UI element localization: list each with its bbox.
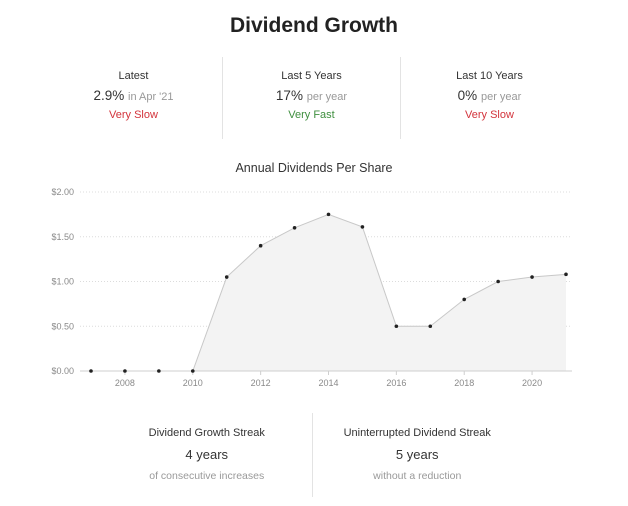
- streak-uninterrupted: Uninterrupted Dividend Streak 5 years wi…: [311, 413, 523, 497]
- x-tick-label: 2012: [251, 378, 271, 388]
- data-point: [292, 226, 297, 230]
- streak-label: Dividend Growth Streak: [148, 427, 265, 439]
- streak-label: Uninterrupted Dividend Streak: [343, 427, 491, 439]
- stat-label: Latest: [118, 70, 149, 82]
- data-point: [89, 369, 93, 373]
- streak-sub: of consecutive increases: [149, 470, 265, 482]
- data-point: [224, 275, 229, 279]
- x-tick-label: 2016: [386, 378, 406, 388]
- stat-value: 17%: [275, 88, 303, 103]
- data-point: [157, 369, 161, 373]
- x-tick-label: 2014: [318, 378, 338, 388]
- growth-stats: Latest 2.9% in Apr '21 Very Slow Last 5 …: [45, 57, 578, 139]
- streak-stats: Dividend Growth Streak 4 years of consec…: [102, 413, 522, 497]
- stat-latest: Latest 2.9% in Apr '21 Very Slow: [45, 57, 222, 139]
- x-tick-label: 2018: [454, 378, 474, 388]
- streak-value: 5 years: [395, 447, 439, 462]
- stat-label: Last 10 Years: [456, 70, 523, 82]
- stat-last-5-years: Last 5 Years 17% per year Very Fast: [222, 57, 400, 139]
- stat-value: 2.9%: [93, 88, 125, 103]
- stat-suffix: per year: [306, 91, 348, 103]
- data-point: [530, 275, 534, 279]
- series-area: [91, 214, 566, 371]
- streak-growth: Dividend Growth Streak 4 years of consec…: [102, 413, 312, 497]
- y-tick-label: $0.00: [51, 366, 74, 376]
- chart-area-layer: [91, 213, 567, 372]
- dividends-chart: $0.00 $0.50 $1.00 $1.50 $2.00 2008 2010 2012 201…: [51, 187, 572, 388]
- y-tick-label: $1.00: [51, 277, 74, 287]
- data-point: [564, 272, 568, 277]
- data-point: [190, 369, 195, 373]
- stat-rating: Very Slow: [465, 109, 514, 121]
- data-point: [326, 212, 331, 217]
- chart-title: Annual Dividends Per Share: [235, 161, 393, 175]
- x-tick-label: 2020: [522, 378, 542, 388]
- stat-label: Last 5 Years: [281, 70, 342, 82]
- data-point: [462, 297, 467, 302]
- streak-sub: without a reduction: [373, 470, 462, 482]
- page-title: Dividend Growth: [230, 14, 398, 37]
- stat-last-10-years: Last 10 Years 0% per year Very Slow: [400, 57, 578, 139]
- data-point: [123, 369, 127, 373]
- stat-suffix: per year: [480, 91, 522, 103]
- data-point: [258, 243, 263, 248]
- streak-value: 4 years: [185, 447, 229, 462]
- stat-rating: Very Slow: [109, 109, 158, 121]
- stat-rating: Very Fast: [288, 109, 335, 121]
- chart-points: [89, 212, 568, 373]
- data-point: [428, 324, 433, 329]
- data-point: [394, 324, 399, 329]
- data-point: [496, 279, 500, 284]
- y-tick-label: $0.50: [51, 321, 74, 331]
- y-tick-label: $1.50: [51, 232, 74, 242]
- y-tick-label: $2.00: [51, 187, 74, 197]
- stat-value: 0%: [457, 88, 478, 103]
- stat-suffix: in Apr '21: [128, 91, 174, 103]
- data-point: [360, 225, 365, 229]
- chart-axes: $0.00 $0.50 $1.00 $1.50 $2.00 2008 2010 2012 201…: [51, 187, 572, 388]
- x-tick-label: 2008: [115, 378, 135, 388]
- x-tick-label: 2010: [183, 378, 203, 388]
